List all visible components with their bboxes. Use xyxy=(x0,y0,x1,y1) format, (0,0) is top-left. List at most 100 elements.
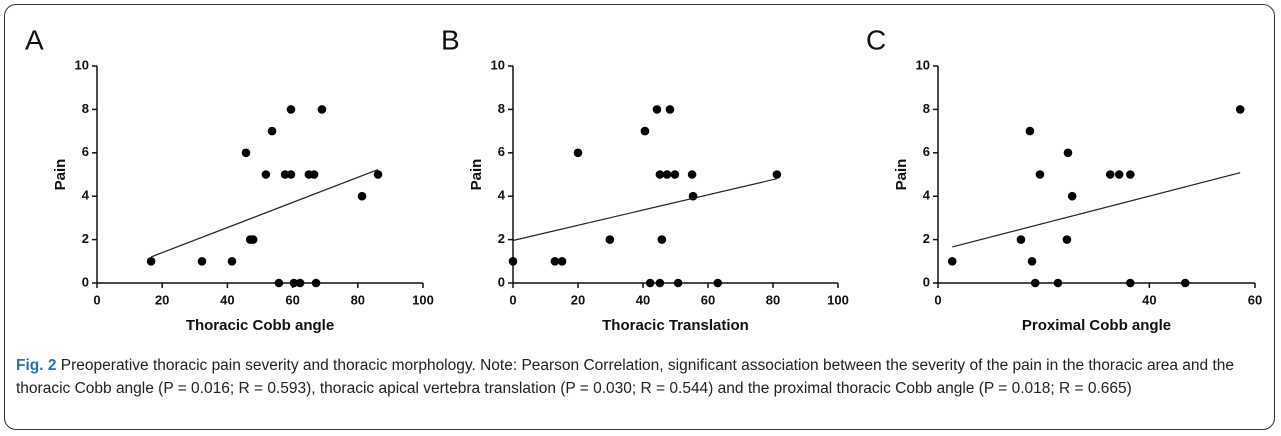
y-tick-label: 10 xyxy=(916,57,930,72)
point xyxy=(1027,257,1037,266)
x-tick-label: 80 xyxy=(351,292,365,307)
point xyxy=(665,105,675,114)
caption: Fig. 2 Preoperative thoracic pain severi… xyxy=(16,354,1266,400)
y-tick-label: 4 xyxy=(923,188,931,203)
caption-label: Fig. 2 xyxy=(16,357,57,374)
point xyxy=(557,257,567,266)
y-tick-label: 4 xyxy=(82,188,90,203)
y-axis-label: Pain xyxy=(52,159,69,191)
panel-label: C xyxy=(866,24,886,55)
x-tick-label: 100 xyxy=(827,292,849,307)
point xyxy=(146,257,156,266)
point xyxy=(640,126,650,136)
point xyxy=(286,170,296,179)
point xyxy=(309,170,319,179)
y-tick-label: 10 xyxy=(491,57,505,72)
point xyxy=(947,257,957,266)
point xyxy=(1062,235,1072,244)
point xyxy=(657,235,667,244)
point xyxy=(373,170,383,179)
point xyxy=(1067,191,1077,201)
point xyxy=(357,191,367,201)
point xyxy=(241,148,251,158)
point xyxy=(1016,235,1026,244)
y-tick-label: 2 xyxy=(923,231,930,246)
point xyxy=(687,170,697,179)
y-tick-label: 0 xyxy=(82,274,89,289)
y-tick-label: 8 xyxy=(82,101,89,116)
point xyxy=(289,278,299,288)
y-tick-label: 8 xyxy=(498,101,505,116)
figure-frame xyxy=(4,4,1275,430)
point xyxy=(1063,148,1073,158)
point xyxy=(670,170,680,179)
point xyxy=(1025,126,1035,136)
x-tick-label: 40 xyxy=(220,292,234,307)
caption-text: Preoperative thoracic pain severity and … xyxy=(16,357,1234,397)
point xyxy=(652,105,662,114)
point xyxy=(267,126,277,136)
point xyxy=(772,170,782,179)
x-tick-label: 40 xyxy=(1142,292,1156,307)
point xyxy=(655,278,665,288)
point xyxy=(261,170,271,179)
point xyxy=(1053,278,1063,288)
point xyxy=(1235,105,1245,114)
x-axis-label: Proximal Cobb angle xyxy=(1022,317,1171,334)
trend-line xyxy=(952,172,1241,248)
x-axis-label: Thoracic Translation xyxy=(602,317,749,334)
x-tick-label: 60 xyxy=(285,292,299,307)
point xyxy=(1105,170,1115,179)
point xyxy=(1035,170,1045,179)
x-tick-label: 0 xyxy=(93,292,100,307)
y-tick-label: 0 xyxy=(498,274,505,289)
trend-line xyxy=(512,178,778,242)
point xyxy=(227,257,237,266)
y-tick-label: 8 xyxy=(923,101,930,116)
x-tick-label: 40 xyxy=(636,292,650,307)
point xyxy=(550,257,560,266)
x-tick-label: 20 xyxy=(155,292,169,307)
y-axis-label: Pain xyxy=(468,159,485,191)
point xyxy=(286,105,296,114)
point xyxy=(317,105,327,114)
point xyxy=(662,170,672,179)
trend-line xyxy=(150,169,379,258)
y-tick-label: 2 xyxy=(82,231,89,246)
x-axis-label: Thoracic Cobb angle xyxy=(186,317,334,334)
y-tick-label: 2 xyxy=(498,231,505,246)
x-tick-label: 0 xyxy=(509,292,516,307)
y-tick-label: 6 xyxy=(498,144,505,159)
point xyxy=(274,278,284,288)
y-tick-label: 6 xyxy=(82,144,89,159)
y-tick-label: 6 xyxy=(923,144,930,159)
point xyxy=(1126,170,1135,179)
x-tick-label: 60 xyxy=(701,292,715,307)
point xyxy=(673,278,683,288)
y-axis-label: Pain xyxy=(893,159,910,191)
y-tick-label: 0 xyxy=(923,274,930,289)
panel-label: A xyxy=(25,24,44,55)
point xyxy=(1114,170,1124,179)
point xyxy=(295,278,305,288)
point xyxy=(1126,278,1135,288)
x-tick-label: 0 xyxy=(934,292,941,307)
point xyxy=(508,257,518,266)
y-tick-label: 4 xyxy=(498,188,506,203)
y-tick-label: 10 xyxy=(75,57,89,72)
point xyxy=(713,278,723,288)
point xyxy=(655,170,665,179)
x-tick-label: 20 xyxy=(571,292,585,307)
point xyxy=(311,278,321,288)
point xyxy=(573,148,583,158)
point xyxy=(1030,278,1040,288)
point xyxy=(645,278,655,288)
point xyxy=(1180,278,1190,288)
panel-label: B xyxy=(441,24,460,55)
x-tick-label: 100 xyxy=(412,292,434,307)
point xyxy=(248,235,258,244)
point xyxy=(605,235,615,244)
point xyxy=(197,257,207,266)
